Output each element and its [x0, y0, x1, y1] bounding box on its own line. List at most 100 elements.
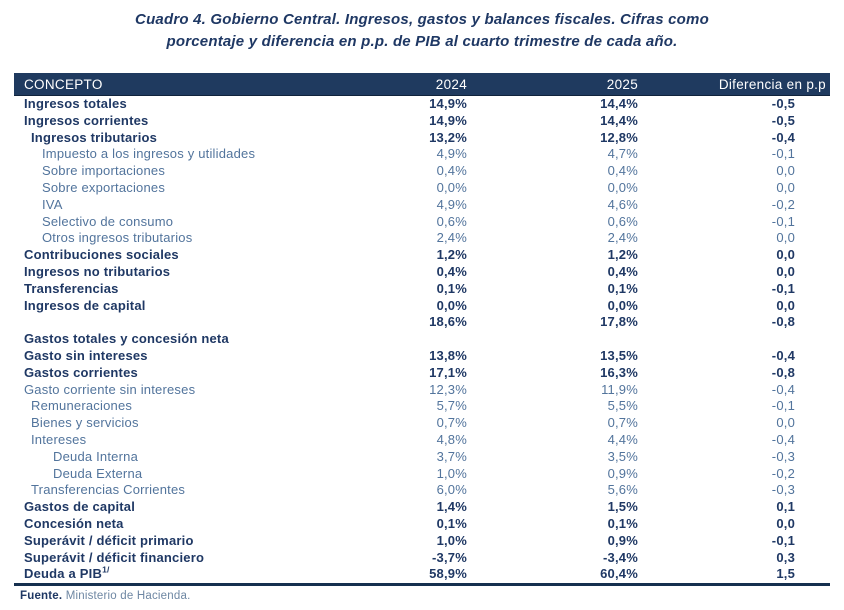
value-2025-cell: 0,7% — [607, 415, 638, 431]
value-2025-cell: 17,8% — [600, 314, 638, 330]
value-2024-cell: 3,7% — [436, 448, 467, 464]
table-row: Ingresos de capital 0,0% 0,0% 0,0 — [14, 298, 830, 315]
value-diff-cell: 1,5 — [638, 566, 830, 587]
value-diff-cell: 0,0 — [776, 515, 795, 531]
value-2025-cell: 3,5% — [607, 448, 638, 464]
table-row: Gasto corriente sin intereses 12,3% 11,9% -… — [14, 382, 830, 399]
concept-cell: Intereses — [31, 431, 87, 447]
value-2025-cell: 14,4% — [600, 112, 638, 128]
table-row: Impuesto a los ingresos y utilidades 4,9%… — [14, 146, 830, 163]
value-2024-cell: 4,9% — [436, 196, 467, 212]
value-2024-cell: 1,2% — [436, 247, 467, 263]
value-2024-cell: 14,9% — [429, 112, 467, 128]
value-diff-cell — [638, 331, 830, 348]
header-diferencia: Diferencia en p.p — [638, 73, 830, 96]
value-diff-cell: -0,5 — [771, 112, 795, 128]
value-2025-cell: 13,5% — [600, 347, 638, 363]
header-2025: 2025 — [467, 73, 638, 96]
report-page: Cuadro 4. Gobierno Central. Ingresos, ga… — [0, 9, 844, 610]
value-2025-cell: 1,2% — [607, 247, 638, 263]
header-concepto: CONCEPTO — [14, 73, 314, 96]
value-2025-cell: 2,4% — [607, 230, 638, 246]
concept-cell: Ingresos de capital — [24, 297, 146, 313]
table-title-line2: porcentaje y diferencia en p.p. de PIB a… — [166, 33, 678, 50]
value-2024-cell: 1,4% — [436, 499, 467, 515]
value-diff-cell: 0,0 — [776, 415, 795, 431]
table-row: Deuda Interna 3,7% 3,5% -0,3 — [14, 449, 830, 466]
value-2025-cell: 12,8% — [600, 129, 638, 145]
concept-cell: Transferencias Corrientes — [31, 482, 186, 498]
table-row: 18,6% 17,8% -0,8 — [14, 314, 830, 331]
table-title: Cuadro 4. Gobierno Central. Ingresos, ga… — [0, 9, 844, 53]
value-2024-cell: 0,4% — [436, 263, 467, 279]
value-2025-cell: 5,6% — [607, 482, 638, 498]
value-2025-cell: 0,9% — [607, 465, 638, 481]
value-diff-cell: -0,3 — [771, 448, 795, 464]
value-diff-cell: -0,4 — [771, 347, 795, 363]
concept-cell: Ingresos corrientes — [24, 112, 149, 128]
value-diff-cell: -0,5 — [771, 96, 795, 111]
value-2025-cell: 5,5% — [607, 398, 638, 414]
concept-cell: Impuesto a los ingresos y utilidades — [42, 146, 256, 162]
value-2025-cell: 0,1% — [607, 515, 638, 531]
source-text: Ministerio de Hacienda. — [62, 590, 191, 602]
value-2024-cell: 1,0% — [436, 532, 467, 548]
concept-cell: Gastos corrientes — [24, 364, 138, 380]
value-diff-cell: -0,2 — [771, 196, 795, 212]
source-note: Fuente. Ministerio de Hacienda. — [20, 590, 190, 602]
value-2024-cell: 2,4% — [436, 230, 467, 246]
value-2025-cell: 0,4% — [607, 263, 638, 279]
value-2024-cell: 0,6% — [436, 213, 467, 229]
footnote-marker: 1/ — [102, 566, 110, 575]
concept-cell: Gasto corriente sin intereses — [24, 381, 196, 397]
concept-cell: Remuneraciones — [31, 398, 133, 414]
value-diff-cell: 0,0 — [776, 230, 795, 246]
concept-cell: Superávit / déficit financiero — [24, 549, 205, 565]
table-body: Ingresos totales 14,9% 14,4% -0,5 Ingresos c… — [14, 96, 830, 587]
concept-cell: Ingresos tributarios — [31, 129, 158, 145]
value-2025-cell: 16,3% — [600, 364, 638, 380]
table-header-row: CONCEPTO 2024 2025 Diferencia en p.p — [14, 73, 830, 96]
table-row: Concesión neta 0,1% 0,1% 0,0 — [14, 516, 830, 533]
value-2025-cell: 4,6% — [607, 196, 638, 212]
value-2024-cell: 0,1% — [436, 280, 467, 296]
value-diff-cell: -0,4 — [771, 431, 795, 447]
value-2024-cell: 14,9% — [429, 96, 467, 111]
table-row: Gastos totales y concesión neta — [14, 331, 830, 348]
value-2024-cell: 4,9% — [436, 146, 467, 162]
value-2024-cell: 1,0% — [436, 465, 467, 481]
concept-cell: Selectivo de consumo — [42, 213, 174, 229]
concept-cell: Ingresos no tributarios — [24, 263, 171, 279]
header-2024: 2024 — [314, 73, 467, 96]
value-2024-cell: 0,1% — [436, 515, 467, 531]
table-row: Gastos corrientes 17,1% 16,3% -0,8 — [14, 365, 830, 382]
value-2024-cell: 0,4% — [436, 163, 467, 179]
table-row: Ingresos corrientes 14,9% 14,4% -0,5 — [14, 113, 830, 130]
table-row: Gastos de capital 1,4% 1,5% 0,1 — [14, 499, 830, 516]
value-diff-cell: 0,0 — [776, 247, 795, 263]
concept-cell: Otros ingresos tributarios — [42, 230, 193, 246]
table-row: Bienes y servicios 0,7% 0,7% 0,0 — [14, 415, 830, 432]
value-diff-cell: -0,1 — [771, 398, 795, 414]
concept-cell: Gastos de capital — [24, 499, 136, 515]
table-row: Otros ingresos tributarios 2,4% 2,4% 0,0 — [14, 230, 830, 247]
table-row: Ingresos tributarios 13,2% 12,8% -0,4 — [14, 130, 830, 147]
value-diff-cell: 0,0 — [776, 297, 795, 313]
value-2025-cell: 4,7% — [607, 146, 638, 162]
concept-cell: Sobre importaciones — [42, 163, 166, 179]
table-row: Remuneraciones 5,7% 5,5% -0,1 — [14, 398, 830, 415]
concept-cell: Ingresos totales — [24, 96, 127, 111]
value-diff-cell: -0,4 — [771, 381, 795, 397]
value-diff-cell: 0,0 — [776, 263, 795, 279]
concept-cell: Superávit / déficit primario — [24, 532, 194, 548]
value-2024-cell: -3,7% — [432, 549, 467, 565]
value-2024-cell — [314, 331, 467, 348]
table-row: Deuda a PIB1/58,9% 60,4% 1,5 — [14, 566, 830, 587]
value-2024-cell: 5,7% — [436, 398, 467, 414]
table-row: Ingresos totales 14,9% 14,4% -0,5 — [14, 96, 830, 113]
value-2025-cell: 0,6% — [607, 213, 638, 229]
concept-cell: Gastos totales y concesión neta — [24, 331, 229, 347]
table-row: Ingresos no tributarios 0,4% 0,4% 0,0 — [14, 264, 830, 281]
table-row: Contribuciones sociales 1,2% 1,2% 0,0 — [14, 247, 830, 264]
value-diff-cell: 0,1 — [776, 499, 795, 515]
